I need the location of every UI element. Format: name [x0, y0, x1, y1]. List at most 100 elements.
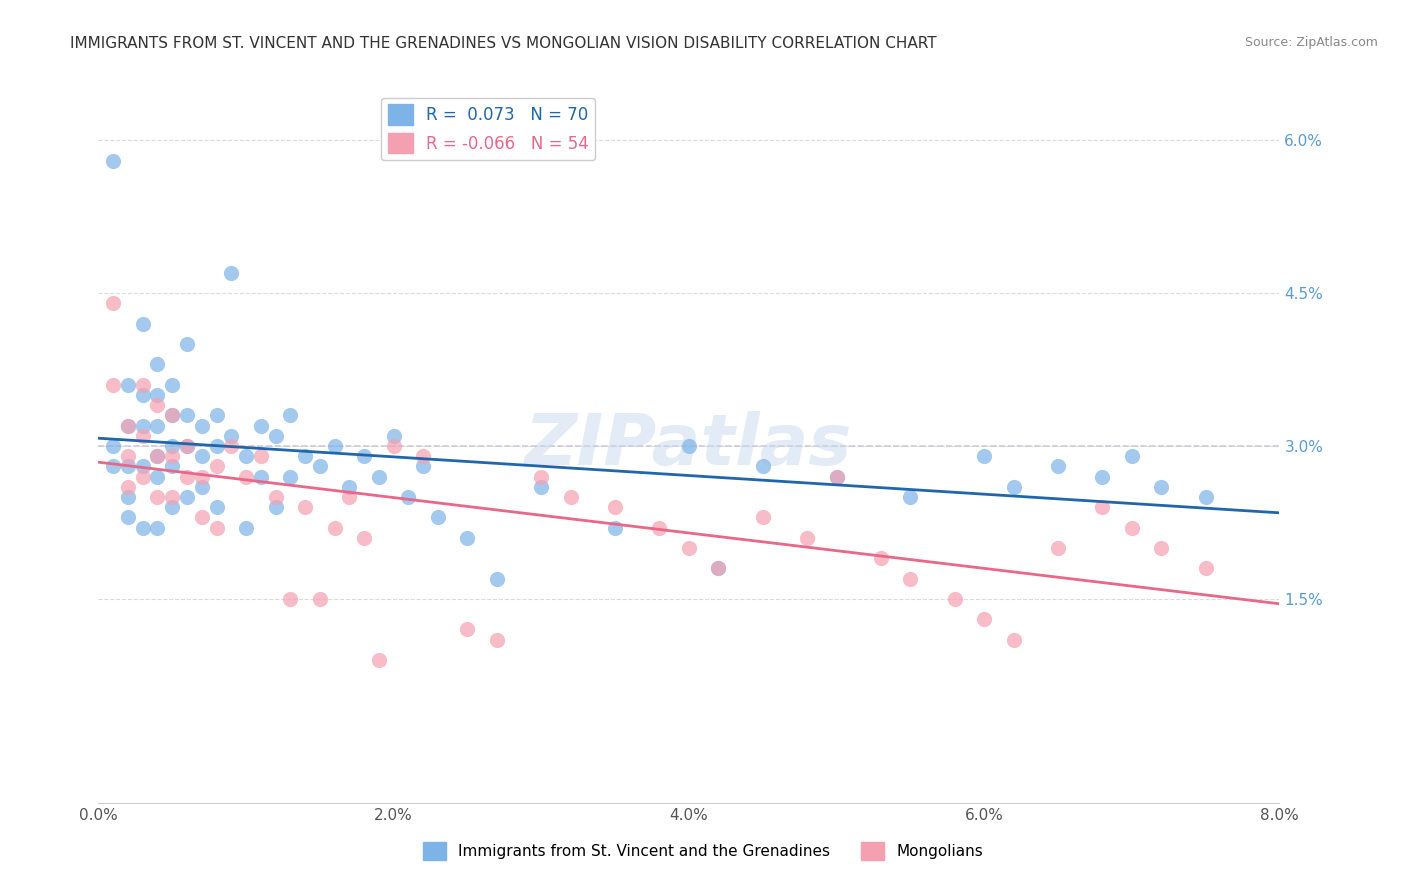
Point [250, 469, 273, 483]
Point [1194, 490, 1216, 504]
Text: Source: ZipAtlas.com: Source: ZipAtlas.com [1244, 36, 1378, 49]
Point [191, 480, 214, 494]
Point [1150, 480, 1173, 494]
Point [382, 429, 405, 443]
Point [278, 591, 302, 606]
Point [146, 469, 169, 483]
Point [707, 561, 730, 575]
Point [456, 531, 478, 545]
Point [162, 449, 183, 463]
Point [205, 439, 228, 453]
Point [250, 449, 273, 463]
Point [456, 623, 478, 637]
Point [146, 358, 169, 372]
Point [176, 409, 198, 423]
Point [132, 520, 155, 534]
Point [103, 377, 125, 392]
Point [707, 561, 730, 575]
Point [162, 409, 183, 423]
Legend: R =  0.073   N = 70, R = -0.066   N = 54: R = 0.073 N = 70, R = -0.066 N = 54 [381, 97, 595, 160]
Point [162, 459, 183, 474]
Point [132, 418, 155, 433]
Point [191, 418, 214, 433]
Point [117, 490, 139, 504]
Point [117, 449, 139, 463]
Point [1121, 449, 1143, 463]
Text: ZIPatlas: ZIPatlas [526, 411, 852, 481]
Point [1046, 541, 1069, 555]
Point [308, 459, 332, 474]
Point [294, 500, 316, 515]
Point [132, 388, 155, 402]
Point [412, 449, 434, 463]
Point [264, 429, 287, 443]
Point [382, 439, 405, 453]
Point [943, 591, 966, 606]
Point [900, 572, 922, 586]
Point [176, 337, 198, 351]
Point [530, 480, 553, 494]
Point [825, 469, 848, 483]
Point [219, 429, 242, 443]
Point [146, 490, 169, 504]
Point [235, 520, 257, 534]
Point [132, 469, 155, 483]
Point [146, 449, 169, 463]
Point [367, 469, 389, 483]
Point [103, 459, 125, 474]
Point [235, 449, 257, 463]
Point [176, 439, 198, 453]
Point [323, 520, 346, 534]
Legend: Immigrants from St. Vincent and the Grenadines, Mongolians: Immigrants from St. Vincent and the Gren… [418, 836, 988, 866]
Point [1150, 541, 1173, 555]
Point [353, 531, 375, 545]
Point [162, 409, 183, 423]
Point [205, 409, 228, 423]
Point [162, 439, 183, 453]
Point [146, 449, 169, 463]
Point [235, 469, 257, 483]
Point [353, 449, 375, 463]
Point [117, 377, 139, 392]
Point [900, 490, 922, 504]
Point [132, 317, 155, 331]
Point [205, 459, 228, 474]
Point [367, 653, 389, 667]
Point [605, 520, 627, 534]
Point [1091, 500, 1114, 515]
Point [146, 418, 169, 433]
Point [132, 377, 155, 392]
Point [1194, 561, 1216, 575]
Point [530, 469, 553, 483]
Point [337, 490, 360, 504]
Point [678, 439, 700, 453]
Point [146, 388, 169, 402]
Point [973, 449, 995, 463]
Point [103, 439, 125, 453]
Point [485, 572, 508, 586]
Point [103, 153, 125, 168]
Point [146, 398, 169, 412]
Point [1121, 520, 1143, 534]
Point [560, 490, 582, 504]
Point [176, 469, 198, 483]
Point [869, 551, 891, 566]
Point [973, 612, 995, 626]
Point [162, 490, 183, 504]
Point [117, 418, 139, 433]
Point [117, 459, 139, 474]
Point [485, 632, 508, 647]
Point [191, 449, 214, 463]
Point [205, 520, 228, 534]
Point [162, 500, 183, 515]
Point [648, 520, 671, 534]
Point [825, 469, 848, 483]
Point [278, 469, 302, 483]
Point [1046, 459, 1069, 474]
Point [132, 459, 155, 474]
Point [103, 296, 125, 310]
Point [796, 531, 818, 545]
Point [191, 510, 214, 524]
Point [1002, 632, 1025, 647]
Point [308, 591, 332, 606]
